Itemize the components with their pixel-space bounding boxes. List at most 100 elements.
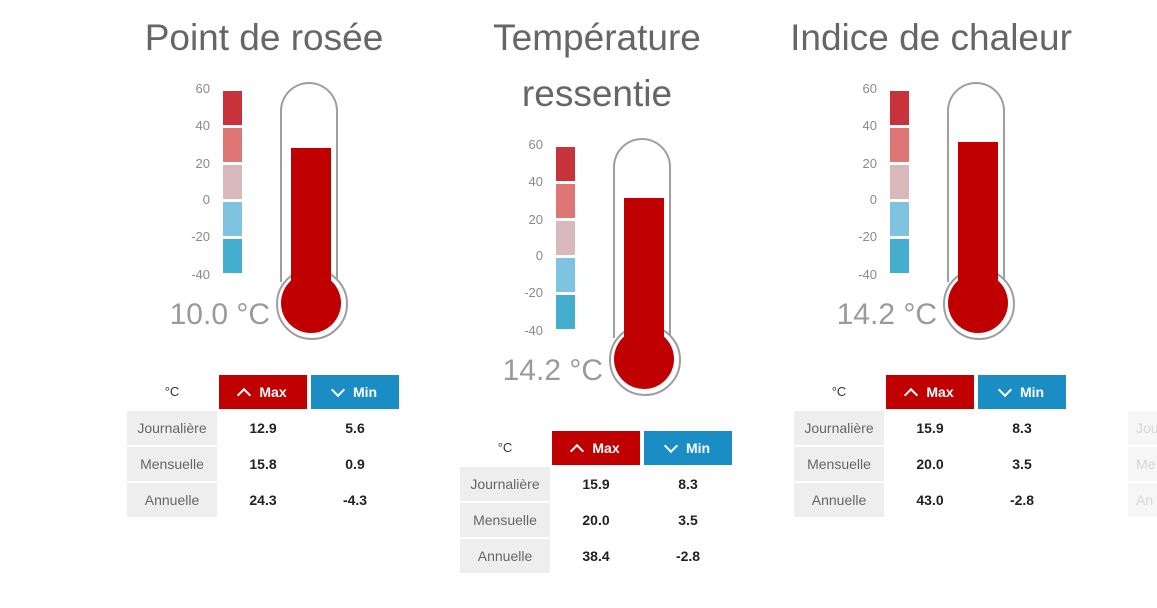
scale-label: 0 — [202, 192, 210, 207]
row-label: Mensuelle — [460, 503, 550, 537]
min-button[interactable]: Min — [311, 375, 399, 409]
row-label: Mensuelle — [127, 447, 217, 481]
scale-segment — [556, 258, 575, 292]
panel-title: Indice de chaleur — [790, 17, 1072, 58]
min-value: -4.3 — [342, 492, 368, 508]
scale-segment — [890, 91, 909, 125]
min-button[interactable]: Min — [978, 375, 1066, 409]
mercury-fill — [291, 148, 331, 297]
max-button[interactable]: Max — [552, 431, 640, 465]
chevron-up-icon — [904, 388, 919, 403]
offscreen-row-label: An — [1128, 483, 1157, 517]
row-label: Mensuelle — [794, 447, 884, 481]
panel-title: Température ressentie — [493, 17, 701, 114]
max-button[interactable]: Max — [886, 375, 974, 409]
thermometer-gauge: 60 40 20 0 -20 -40 10.0 °C — [94, 82, 434, 342]
mercury-fill — [958, 142, 998, 297]
unit-header: °C — [831, 384, 847, 399]
row-label: Annuelle — [460, 539, 550, 573]
max-value: 15.8 — [249, 456, 277, 472]
thermometer-gauge: 60 40 20 0 -20 -40 14.2 °C — [427, 138, 767, 398]
table-row: Journalière 12.9 5.6 — [127, 411, 403, 445]
scale-segment — [223, 165, 242, 199]
table-row: Annuelle 43.0 -2.8 — [794, 483, 1070, 517]
scale-label: -20 — [191, 229, 210, 244]
row-label: Journalière — [460, 467, 550, 501]
max-value: 24.3 — [249, 492, 277, 508]
chevron-down-icon — [330, 383, 346, 398]
panel-title: Point de rosée — [144, 17, 384, 58]
scale-label: -40 — [191, 267, 210, 282]
max-value: 12.9 — [249, 420, 277, 436]
scale-label: -20 — [524, 285, 543, 300]
chevron-up-icon — [570, 444, 585, 459]
scale-segment — [890, 165, 909, 199]
max-value: 15.9 — [916, 420, 944, 436]
temperature-reading: 14.2 °C — [836, 298, 937, 331]
offscreen-row-label: Me — [1128, 447, 1157, 481]
scale-segment — [890, 128, 909, 162]
scale-label: -40 — [524, 323, 543, 338]
scale-segment — [556, 147, 575, 181]
table-row: Mensuelle 15.8 0.9 — [127, 447, 403, 481]
max-value: 43.0 — [916, 492, 944, 508]
max-value: 38.4 — [582, 548, 610, 564]
mercury-fill — [624, 198, 664, 353]
scale-label: 40 — [862, 118, 877, 133]
scale-segment — [223, 202, 242, 236]
scale-segment — [556, 221, 575, 255]
chevron-down-icon — [997, 383, 1013, 398]
scale-label: 40 — [195, 118, 210, 133]
min-value: 8.3 — [1012, 420, 1032, 436]
temperature-reading: 14.2 °C — [502, 354, 603, 387]
scale-label: 40 — [528, 174, 543, 189]
min-value: -2.8 — [675, 548, 701, 564]
table-row: Journalière 15.9 8.3 — [794, 411, 1070, 445]
table-row: Annuelle 38.4 -2.8 — [460, 539, 736, 573]
scale-label: 0 — [869, 192, 877, 207]
scale-label: 60 — [528, 137, 543, 152]
min-value: 0.9 — [345, 456, 365, 472]
mercury-bulb — [614, 329, 674, 389]
min-value: 3.5 — [678, 512, 698, 528]
scale-label: -40 — [858, 267, 877, 282]
offscreen-row-label: Jou — [1128, 411, 1157, 445]
table-row: Mensuelle 20.0 3.5 — [794, 447, 1070, 481]
max-button[interactable]: Max — [219, 375, 307, 409]
min-value: 3.5 — [1012, 456, 1032, 472]
scale-segment — [223, 128, 242, 162]
scale-segment — [223, 91, 242, 125]
row-label: Annuelle — [794, 483, 884, 517]
scale-label: 20 — [528, 212, 543, 227]
scale-label: 60 — [862, 81, 877, 96]
row-label: Journalière — [127, 411, 217, 445]
chevron-up-icon — [237, 388, 252, 403]
row-label: Annuelle — [127, 483, 217, 517]
unit-header: °C — [497, 440, 513, 455]
scale-label: 20 — [862, 156, 877, 171]
scale-label: 20 — [195, 156, 210, 171]
min-button[interactable]: Min — [644, 431, 732, 465]
scale-segment — [556, 184, 575, 218]
table-row: Mensuelle 20.0 3.5 — [460, 503, 736, 537]
row-label: Journalière — [794, 411, 884, 445]
min-value: 8.3 — [678, 476, 698, 492]
thermometer-gauge: 60 40 20 0 -20 -40 14.2 °C — [761, 82, 1101, 342]
scale-label: 60 — [195, 81, 210, 96]
scale-segment — [890, 202, 909, 236]
mercury-bulb — [948, 273, 1008, 333]
temperature-reading: 10.0 °C — [169, 298, 270, 331]
max-value: 15.9 — [582, 476, 610, 492]
mercury-bulb — [281, 273, 341, 333]
min-value: 5.6 — [345, 420, 365, 436]
table-row: Annuelle 24.3 -4.3 — [127, 483, 403, 517]
table-row: Journalière 15.9 8.3 — [460, 467, 736, 501]
max-value: 20.0 — [916, 456, 944, 472]
scale-label: -20 — [858, 229, 877, 244]
max-value: 20.0 — [582, 512, 610, 528]
scale-segment — [223, 239, 242, 273]
unit-header: °C — [164, 384, 180, 399]
scale-segment — [556, 295, 575, 329]
scale-label: 0 — [535, 248, 543, 263]
chevron-down-icon — [663, 439, 679, 454]
